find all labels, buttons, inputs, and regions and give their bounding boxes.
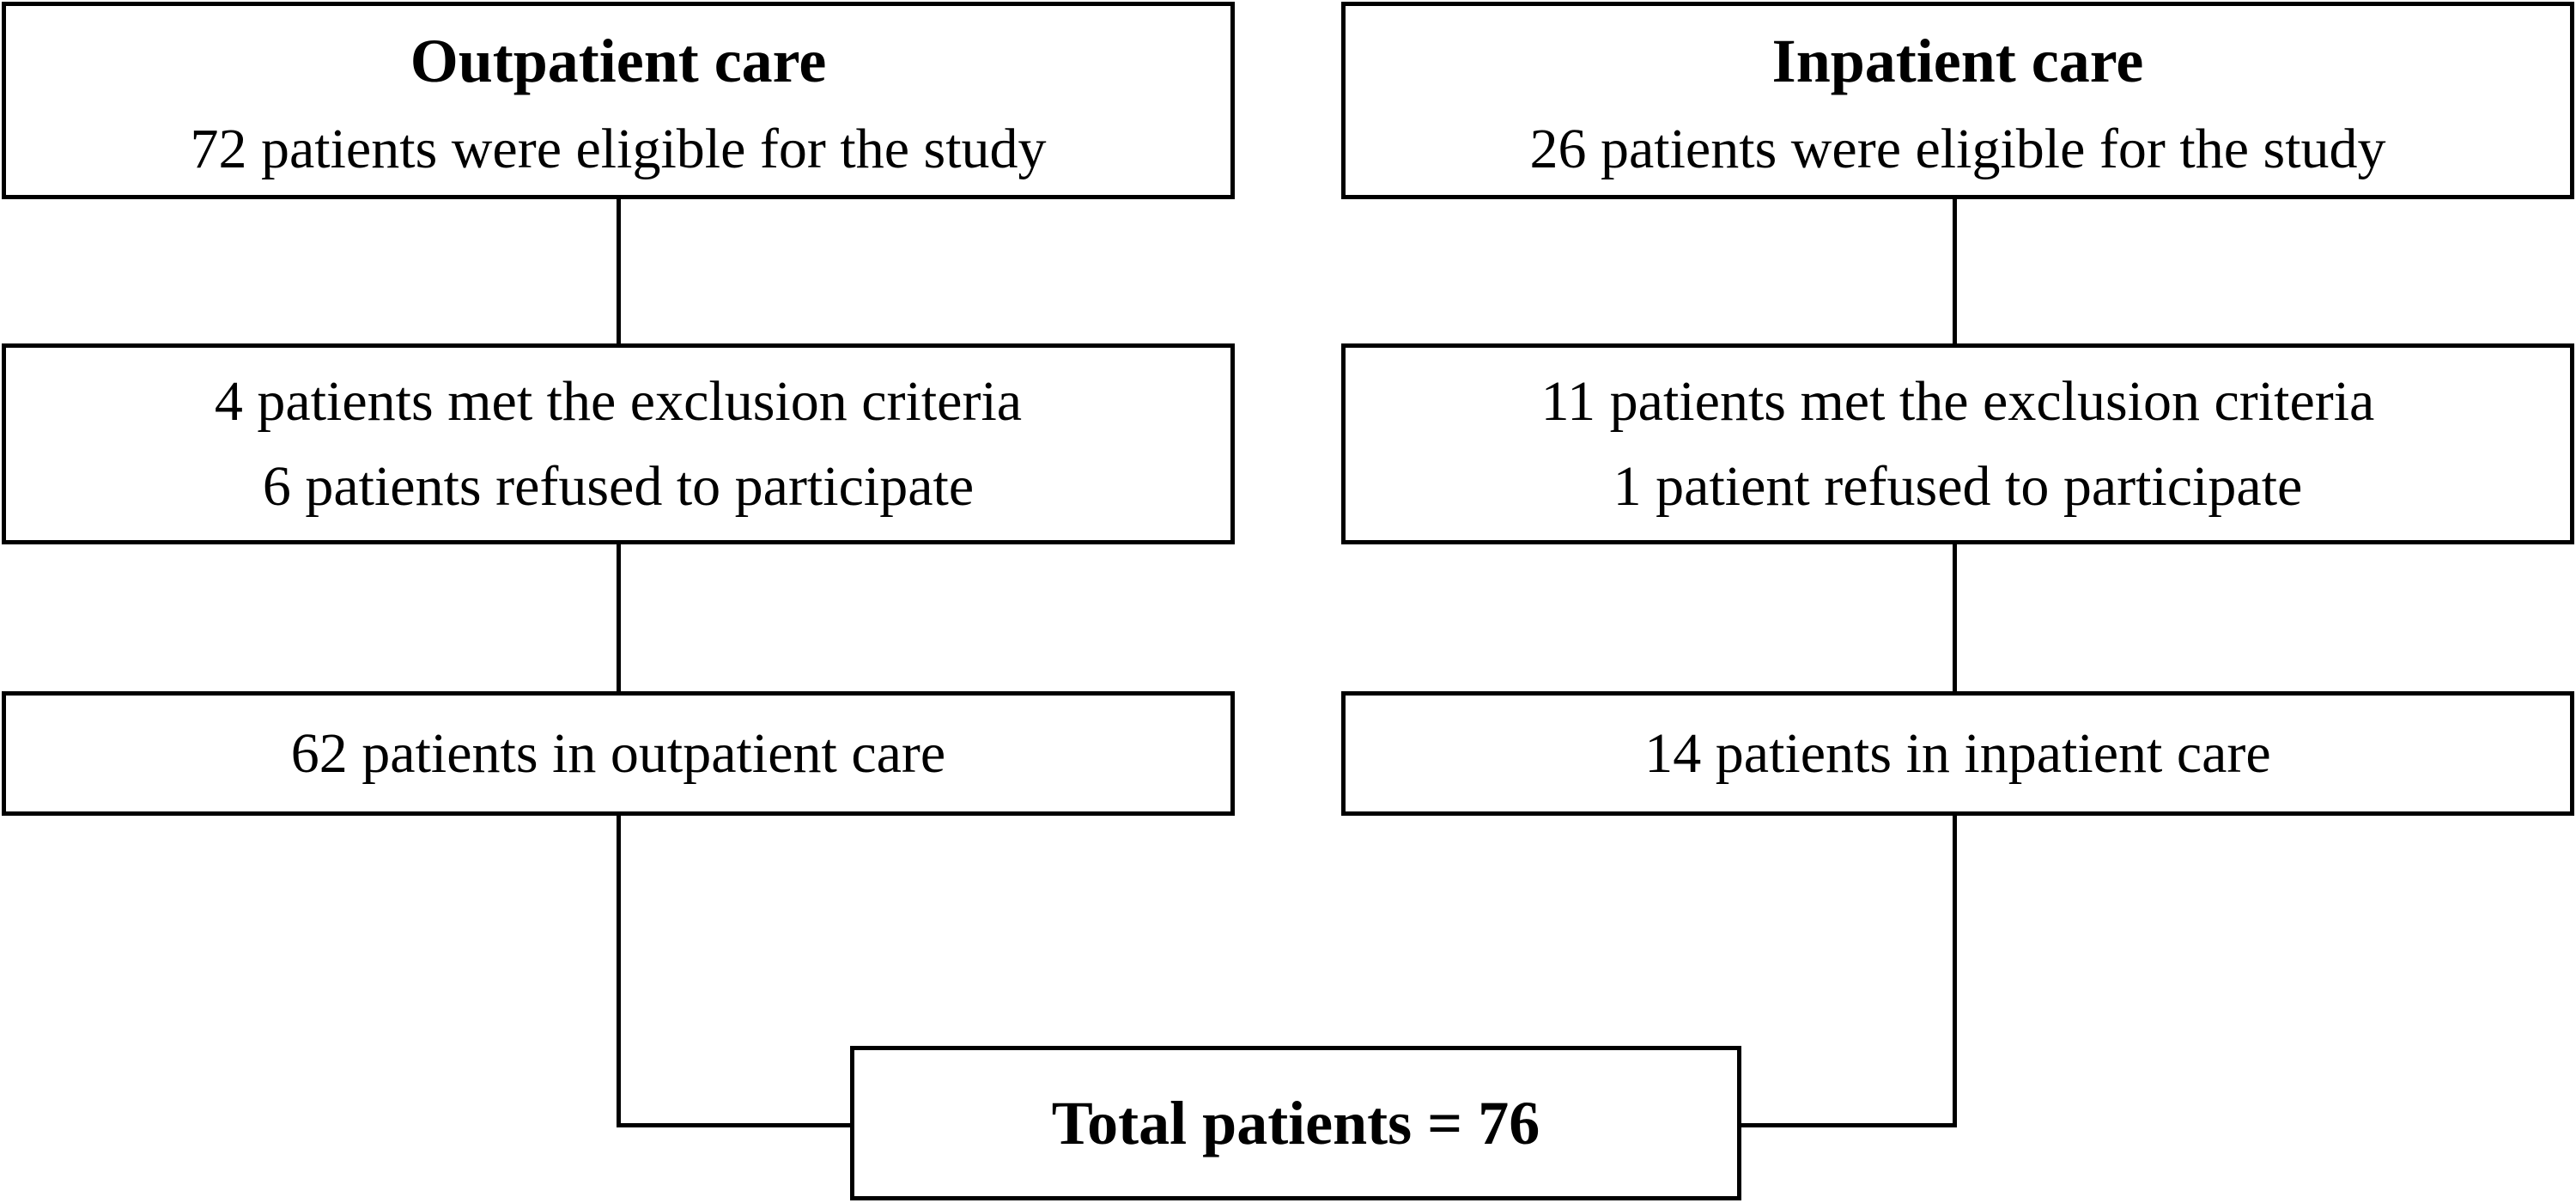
connector-inpatient-included-to-total-vertical xyxy=(1953,816,1957,1127)
total-patients-text: Total patients = 76 xyxy=(1051,1088,1540,1157)
inpatient-included-box: 14 patients in inpatient care xyxy=(1341,691,2574,816)
outpatient-included-text: 62 patients in outpatient care xyxy=(290,722,946,785)
connector-outpatient-exclusion-to-included xyxy=(617,544,621,691)
outpatient-exclusion-line1: 4 patients met the exclusion criteria xyxy=(214,370,1023,433)
connector-outpatient-eligible-to-exclusion xyxy=(617,199,621,343)
connector-inpatient-to-total-horizontal xyxy=(1741,1123,1957,1127)
inpatient-included-text: 14 patients in inpatient care xyxy=(1644,722,2271,785)
outpatient-eligible-box: Outpatient care 72 patients were eligibl… xyxy=(2,2,1235,199)
connector-inpatient-exclusion-to-included xyxy=(1953,544,1957,691)
inpatient-exclusion-line1: 11 patients met the exclusion criteria xyxy=(1540,370,2375,433)
outpatient-exclusion-box: 4 patients met the exclusion criteria 6 … xyxy=(2,343,1235,544)
total-patients-box: Total patients = 76 xyxy=(850,1046,1741,1200)
connector-inpatient-eligible-to-exclusion xyxy=(1953,199,1957,343)
connector-outpatient-included-to-total-vertical xyxy=(617,816,621,1127)
outpatient-title: Outpatient care xyxy=(410,27,827,95)
outpatient-exclusion-line2: 6 patients refused to participate xyxy=(262,455,975,518)
inpatient-eligible-box: Inpatient care 26 patients were eligible… xyxy=(1341,2,2574,199)
outpatient-eligible-text: 72 patients were eligible for the study xyxy=(190,118,1047,180)
outpatient-included-box: 62 patients in outpatient care xyxy=(2,691,1235,816)
inpatient-eligible-text: 26 patients were eligible for the study xyxy=(1529,118,2386,180)
inpatient-exclusion-box: 11 patients met the exclusion criteria 1… xyxy=(1341,343,2574,544)
inpatient-exclusion-line2: 1 patient refused to participate xyxy=(1613,455,2303,518)
connector-outpatient-to-total-horizontal xyxy=(617,1123,850,1127)
inpatient-title: Inpatient care xyxy=(1771,27,2144,95)
